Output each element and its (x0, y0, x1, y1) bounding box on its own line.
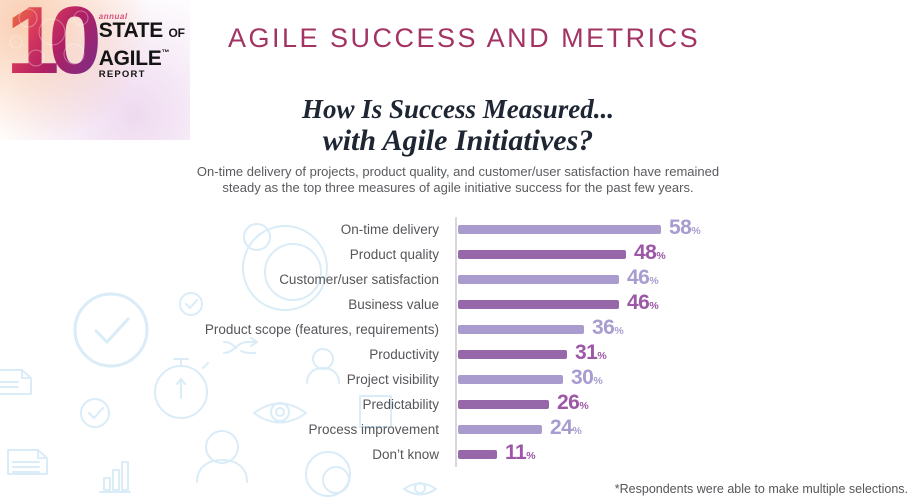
bar (458, 250, 626, 259)
logo-agile-label: AGILE™ (98, 47, 170, 70)
chart-row: Product quality 48% (0, 242, 916, 267)
bar-track: 48% (455, 242, 916, 267)
logo-number: 10 (6, 0, 105, 89)
bar-category-label: Process improvement (308, 422, 439, 437)
bar (458, 450, 497, 459)
page-header-title: AGILE SUCCESS AND METRICS (228, 23, 701, 53)
bar-category-label: Predictability (362, 397, 439, 412)
percent-sign: % (572, 425, 582, 437)
chart-row: Project visibility 30% (0, 367, 916, 392)
percent-sign: % (614, 325, 624, 337)
bar-value-label: 46% (627, 291, 659, 314)
chart-row: On-time delivery 58% (0, 217, 916, 242)
percent-sign: % (649, 300, 659, 312)
chart-title-line2: with Agile Initiatives? (322, 124, 594, 157)
chart-subtitle: On-time delivery of projects, product qu… (0, 164, 916, 195)
logo-bubble-pattern-icon (9, 8, 89, 67)
logo-state-of-label: STATE OF (98, 19, 185, 42)
chart-title: How Is Success Measured... with Agile In… (0, 94, 916, 157)
bar-category-label: Don’t know (372, 447, 439, 462)
bar (458, 400, 549, 409)
logo-text: annual STATE OF AGILE™ REPORT (99, 12, 185, 82)
chart-row: Process improvement 24% (0, 417, 916, 442)
state-of-agile-logo: 10 annual STATE OF AGILE™ REPORT (6, 0, 185, 89)
chart-row: Productivity 31% (0, 342, 916, 367)
bar-chart: On-time delivery 58% Product quality 48% Cus… (0, 217, 916, 467)
bar (458, 325, 584, 334)
bar-track: 58% (455, 217, 916, 242)
bar-track: 24% (455, 417, 916, 442)
percent-sign: % (649, 275, 659, 287)
bar-track: 46% (455, 292, 916, 317)
bar-category-label: Business value (348, 297, 439, 312)
chart-title-line1: How Is Success Measured... (301, 94, 615, 124)
bar-category-label: Project visibility (346, 372, 439, 387)
bar-category-label: On-time delivery (340, 222, 439, 237)
bar-track: 26% (455, 392, 916, 417)
chart-row: Customer/user satisfaction 46% (0, 267, 916, 292)
bar-track: 11% (455, 442, 916, 467)
chart-row: Business value 46% (0, 292, 916, 317)
bar (458, 300, 619, 309)
chart-row: Don’t know 11% (0, 442, 916, 467)
footnote: *Respondents were able to make multiple … (614, 482, 908, 496)
bar-category-label: Product scope (features, requirements) (204, 322, 439, 337)
bar-category-label: Product quality (349, 247, 439, 262)
percent-sign: % (579, 400, 589, 412)
bar (458, 425, 542, 434)
bar-track: 46% (455, 267, 916, 292)
bar-category-label: Productivity (369, 347, 439, 362)
bar-value-label: 30% (571, 366, 603, 389)
bar-value-label: 26% (557, 391, 589, 414)
bar-value-label: 24% (550, 416, 582, 439)
bar-value-label: 36% (592, 316, 624, 339)
bar (458, 350, 567, 359)
percent-sign: % (526, 450, 536, 462)
chart-row: Predictability 26% (0, 392, 916, 417)
bar-value-label: 58% (669, 216, 701, 239)
chart-row: Product scope (features, requirements) 36… (0, 317, 916, 342)
chart-subtitle-line1: On-time delivery of projects, product qu… (196, 164, 720, 179)
chart-subtitle-line2: steady as the top three measures of agil… (222, 179, 694, 195)
logo-annual-label: annual (98, 12, 128, 21)
bar-value-label: 31% (575, 341, 607, 364)
bar-category-label: Customer/user satisfaction (279, 272, 439, 287)
bar-value-label: 48% (634, 241, 666, 264)
bar-track: 36% (455, 317, 916, 342)
bar (458, 375, 563, 384)
trademark-symbol: ™ (161, 48, 170, 57)
bar-track: 30% (455, 367, 916, 392)
percent-sign: % (656, 250, 666, 262)
bar (458, 275, 619, 284)
percent-sign: % (691, 225, 701, 237)
bar (458, 225, 661, 234)
eye-icon (403, 482, 437, 496)
bar-value-label: 46% (627, 266, 659, 289)
percent-sign: % (593, 375, 603, 387)
logo-report-label: REPORT (98, 69, 146, 80)
bar-value-label: 11% (505, 441, 536, 464)
percent-sign: % (597, 350, 607, 362)
bar-track: 31% (455, 342, 916, 367)
